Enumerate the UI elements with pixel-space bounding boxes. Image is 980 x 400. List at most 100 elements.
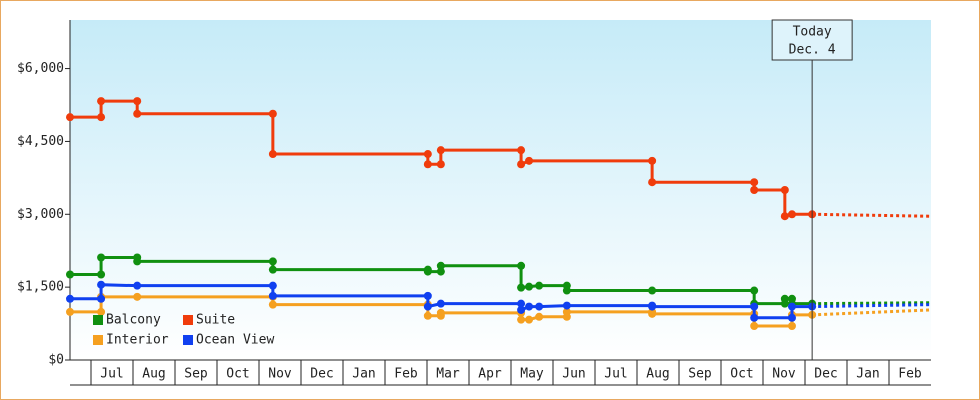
price-point <box>562 301 571 310</box>
price-point <box>268 150 277 159</box>
price-point <box>133 281 142 290</box>
price-point <box>780 186 789 194</box>
price-point <box>750 313 759 322</box>
legend-label: Suite <box>196 313 235 328</box>
price-point <box>648 309 657 318</box>
price-point <box>525 156 534 165</box>
price-point <box>268 257 277 266</box>
legend-swatch <box>183 315 193 325</box>
price-point <box>423 291 432 300</box>
price-point <box>517 160 526 169</box>
price-point <box>436 299 445 308</box>
y-tick-label: $1,500 <box>17 280 64 295</box>
y-tick-label: $4,500 <box>17 134 64 149</box>
x-tick-label: Oct <box>226 367 249 382</box>
y-tick-label: $6,000 <box>17 61 64 76</box>
x-tick-label: Apr <box>478 367 502 382</box>
price-point <box>517 283 526 292</box>
price-point <box>423 302 432 311</box>
price-point <box>750 302 759 311</box>
price-point <box>423 311 432 320</box>
price-point <box>787 210 796 219</box>
legend-label: Interior <box>106 333 169 348</box>
price-point <box>436 267 445 276</box>
price-point <box>648 178 657 187</box>
price-point <box>66 294 74 303</box>
price-point <box>517 299 526 308</box>
x-tick-label: Aug <box>646 367 669 382</box>
x-tick-label: Dec <box>310 367 333 382</box>
price-point <box>750 286 759 295</box>
price-point <box>133 257 142 266</box>
x-tick-label: Oct <box>730 367 753 382</box>
price-point <box>436 160 445 169</box>
x-tick-label: Jan <box>856 367 879 382</box>
x-tick-label: Jun <box>562 367 585 382</box>
projection-line <box>812 212 931 218</box>
x-tick-label: Nov <box>268 367 292 382</box>
price-point <box>787 322 796 330</box>
price-point <box>97 253 106 262</box>
price-point <box>787 313 796 322</box>
x-tick-label: Jul <box>604 367 627 382</box>
legend-label: Ocean View <box>196 333 274 348</box>
price-point <box>436 146 445 155</box>
legend-swatch <box>183 335 193 345</box>
today-label: Today <box>793 25 832 40</box>
price-line <box>70 99 813 219</box>
x-tick-label: Sep <box>184 367 208 382</box>
price-point <box>97 280 106 289</box>
price-point <box>133 109 142 118</box>
price-point <box>750 186 759 194</box>
plot-area <box>70 20 931 360</box>
projection-line <box>812 301 931 306</box>
price-point <box>66 307 74 316</box>
price-point <box>648 302 657 311</box>
price-point <box>268 265 277 274</box>
price-point <box>423 150 432 159</box>
projection-line <box>812 303 931 309</box>
price-point <box>268 109 277 118</box>
x-tick-label: Sep <box>688 367 712 382</box>
price-point <box>268 300 277 309</box>
x-tick-label: Dec <box>814 367 837 382</box>
x-tick-label: Nov <box>772 367 796 382</box>
price-point <box>268 291 277 300</box>
price-point <box>66 270 74 279</box>
projection-line <box>812 308 931 317</box>
price-point <box>562 286 571 295</box>
price-point <box>525 302 534 311</box>
price-point <box>535 312 544 321</box>
price-point <box>525 282 534 291</box>
price-point <box>517 315 526 324</box>
price-point <box>66 113 74 122</box>
price-point <box>780 212 789 221</box>
price-point <box>268 281 277 290</box>
legend-label: Balcony <box>106 313 161 328</box>
x-tick-label: Jan <box>352 367 375 382</box>
price-point <box>648 156 657 165</box>
legend-swatch <box>93 315 103 325</box>
x-tick-label: Jul <box>100 367 123 382</box>
y-tick-label: $3,000 <box>17 207 64 222</box>
price-point <box>780 294 789 303</box>
price-point <box>648 286 657 295</box>
y-tick-label: $0 <box>48 353 64 368</box>
price-point <box>436 308 445 317</box>
price-point <box>97 113 106 122</box>
x-tick-label: Feb <box>394 367 418 382</box>
price-point <box>97 97 106 106</box>
x-tick-label: Mar <box>436 367 460 382</box>
price-point <box>97 307 106 316</box>
x-tick-label: Aug <box>142 367 165 382</box>
price-point <box>97 270 106 279</box>
price-point <box>535 281 544 290</box>
price-point <box>535 302 544 311</box>
x-tick-label: May <box>520 367 544 382</box>
price-point <box>517 146 526 155</box>
today-label: Dec. 4 <box>789 43 836 58</box>
price-point <box>423 160 432 169</box>
price-point <box>525 315 534 324</box>
price-point <box>436 261 445 270</box>
